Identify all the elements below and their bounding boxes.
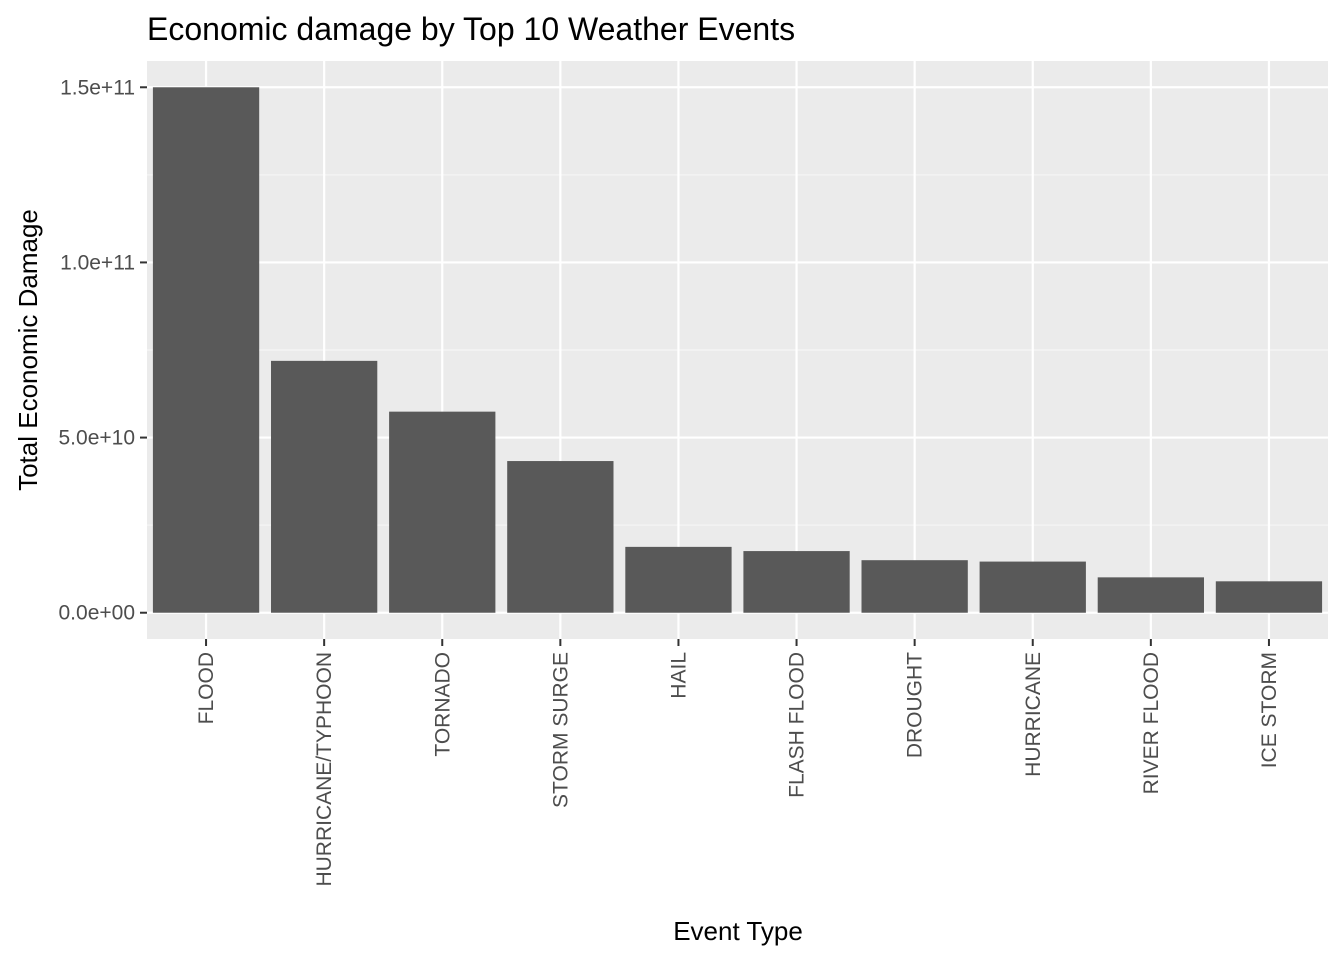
y-tick-label: 1.5e+11 <box>60 76 135 99</box>
bar <box>507 461 614 613</box>
x-tick-label: ICE STORM <box>1258 652 1281 768</box>
x-tick-label: FLOOD <box>195 652 218 724</box>
x-tick-label: TORNADO <box>431 652 454 757</box>
bar <box>625 546 732 613</box>
x-axis: FLOOD HURRICANE/TYPHOON TORNADO STORM SURGE… <box>195 639 1281 887</box>
y-axis-title: Total Economic Damage <box>13 209 43 491</box>
bar <box>271 360 378 613</box>
chart-title: Economic damage by Top 10 Weather Events <box>147 11 795 47</box>
bar <box>1097 577 1204 613</box>
bar <box>743 551 850 613</box>
x-tick-label: DROUGHT <box>904 652 927 758</box>
y-tick-label: 1.0e+11 <box>60 251 135 274</box>
x-tick-label: STORM SURGE <box>549 652 572 808</box>
bar <box>389 411 496 613</box>
x-tick-label: FLASH FLOOD <box>786 652 809 798</box>
bars <box>152 87 1323 613</box>
y-axis: 0.0e+00 5.0e+10 1.0e+11 1.5e+11 <box>59 76 147 625</box>
x-axis-title: Event Type <box>673 916 803 946</box>
bar <box>152 87 260 613</box>
bar <box>979 561 1086 613</box>
x-tick-label: HURRICANE <box>1022 652 1045 777</box>
x-tick-label: RIVER FLOOD <box>1140 652 1163 794</box>
bar <box>861 560 968 613</box>
bar <box>1215 581 1323 613</box>
y-tick-label: 0.0e+00 <box>59 602 136 625</box>
y-tick-label: 5.0e+10 <box>59 427 136 450</box>
x-tick-label: HURRICANE/TYPHOON <box>313 652 336 887</box>
x-tick-label: HAIL <box>667 652 690 699</box>
